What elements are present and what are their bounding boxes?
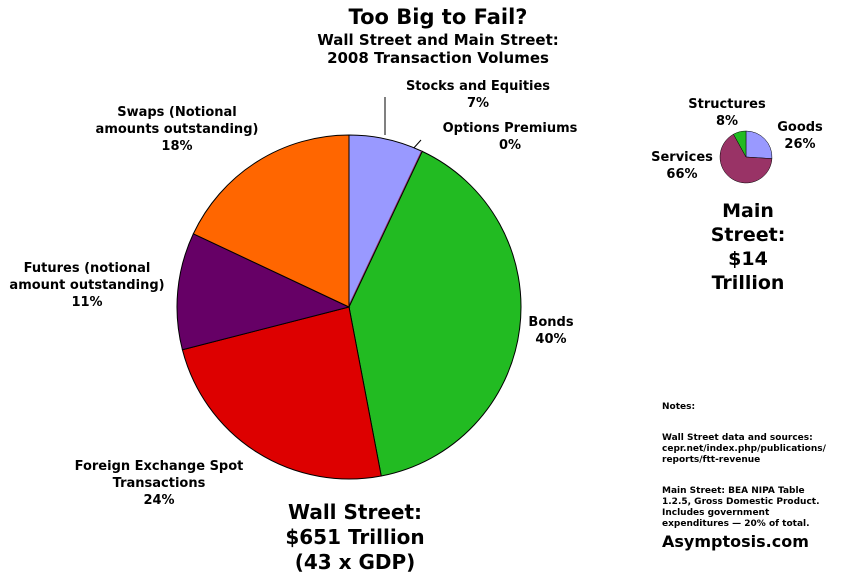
chart-caption: Wall Street: $651 Trillion (43 x GDP)	[285, 500, 425, 574]
notes-heading: Notes:	[662, 402, 696, 412]
pie-slice	[192, 134, 350, 308]
credit: Asymptosis.com	[662, 532, 809, 551]
pie-slice	[719, 133, 773, 184]
data-label: 11%	[71, 295, 103, 310]
data-label: 26%	[784, 137, 816, 152]
chart-title: Too Big to Fail?	[348, 5, 528, 29]
slice-label: Bonds 40%	[528, 314, 573, 348]
slice-label: Goods 26%	[777, 119, 823, 153]
pie-slice	[733, 130, 747, 158]
slice-label: Options Premiums 0%	[443, 120, 578, 154]
slice-label: Stocks and Equities 7%	[406, 78, 550, 112]
category-label: Futures (notional amount outstanding)	[9, 261, 165, 293]
data-label: 8%	[715, 114, 739, 129]
chart-subtitle: Wall Street and Main Street: 2008 Transa…	[317, 31, 559, 67]
chart-caption: Main Street: $14 Trillion	[710, 200, 786, 294]
slice-label: Swaps (Notional amounts outstanding) 18%	[96, 104, 259, 155]
slice-label: Services 66%	[651, 149, 713, 183]
slice-label: Structures 8%	[688, 96, 765, 130]
notes-paragraph: Main Street: BEA NIPA Table 1.2.5, Gross…	[662, 486, 820, 529]
notes: Notes: Wall Street data and sources: cep…	[662, 391, 826, 550]
data-label: 0%	[498, 138, 522, 153]
slice-label: Futures (notional amount outstanding) 11%	[9, 260, 164, 311]
category-label: Options Premiums	[442, 121, 578, 136]
category-label: Services	[651, 150, 713, 165]
category-label: Foreign Exchange Spot Transactions	[74, 459, 244, 491]
category-label: Goods	[777, 120, 823, 135]
data-label: 7%	[466, 96, 490, 111]
category-label: Structures	[688, 97, 766, 112]
notes-paragraph: Wall Street data and sources: cepr.net/i…	[662, 433, 826, 465]
category-label: Stocks and Equities	[405, 79, 551, 94]
pie-slice	[745, 130, 773, 159]
pie-slice	[348, 150, 522, 477]
pie-slice	[176, 233, 351, 351]
category-label: Bonds	[528, 315, 574, 330]
data-label: 40%	[535, 332, 567, 347]
pie-slice	[181, 306, 382, 480]
data-label: 66%	[666, 167, 698, 182]
slice-label: Foreign Exchange Spot Transactions 24%	[75, 458, 244, 509]
data-label: 24%	[143, 493, 175, 508]
category-label: Swaps (Notional amounts outstanding)	[95, 105, 259, 137]
data-label: 18%	[161, 139, 193, 154]
